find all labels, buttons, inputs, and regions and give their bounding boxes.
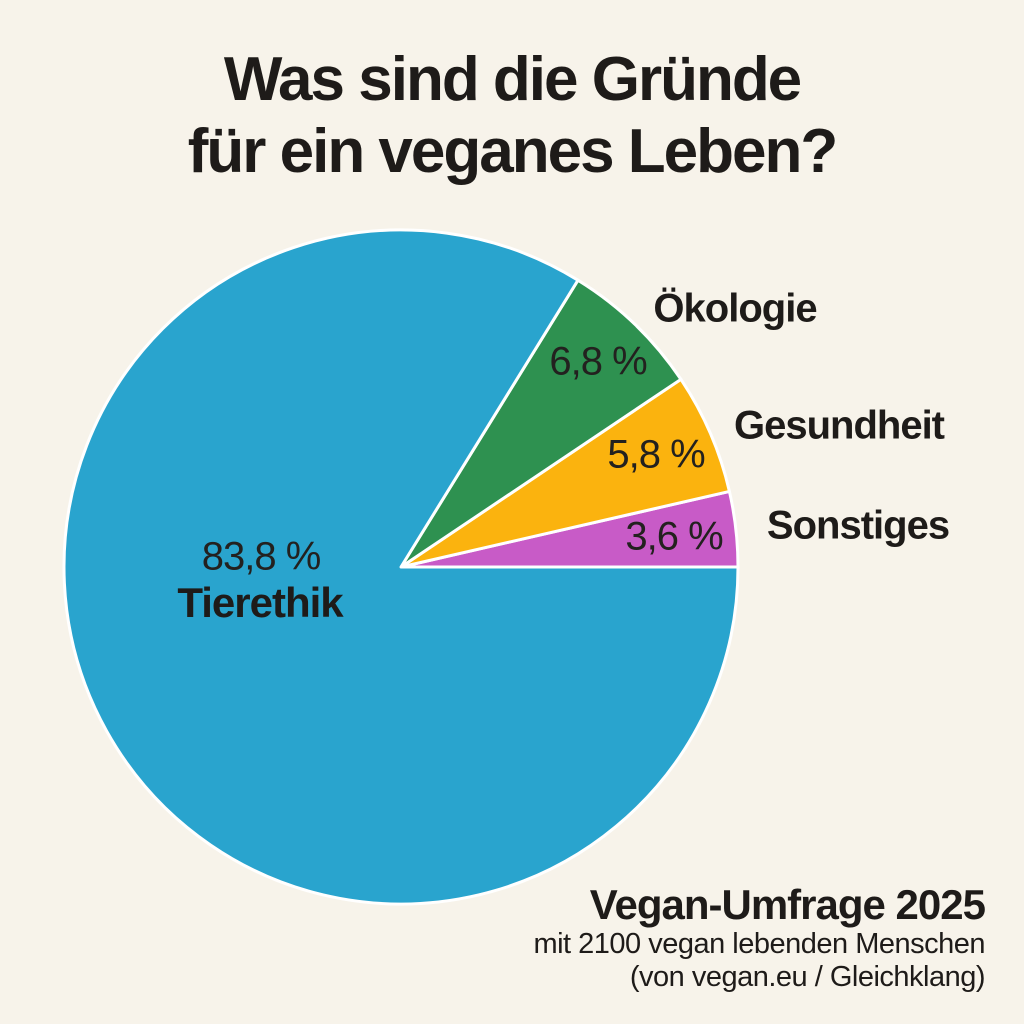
source-line-2: mit 2100 vegan lebenden Menschen — [533, 928, 985, 960]
chart-title-line-2: für ein veganes Leben? — [187, 117, 839, 186]
pie-slice-oekologie — [399, 278, 683, 569]
source-line-3: (von vegan.eu / Gleichklang) — [629, 961, 986, 993]
pie-label-gesundheit: Gesundheit — [733, 403, 945, 448]
pie-label-sonstiges: Sonstiges — [766, 503, 950, 548]
chart-title: Was sind die Gründe für ein veganes Lebe… — [0, 44, 1024, 188]
source-block: Vegan-Umfrage 2025 mit 2100 vegan lebend… — [533, 881, 986, 994]
pie-slice-gesundheit — [399, 377, 731, 569]
pie-value-sonstiges: 3,6 % — [625, 514, 723, 559]
source-title: Vegan-Umfrage 2025 — [589, 881, 986, 928]
pie-label-oekologie: Ökologie — [653, 286, 817, 331]
pie-value-gesundheit: 5,8 % — [607, 432, 705, 477]
pie-slice-tierethik — [62, 228, 740, 906]
chart-title-line-1: Was sind die Gründe — [223, 45, 802, 114]
pie-label-tierethik: Tierethik — [177, 579, 343, 626]
pie-value-tierethik: 83,8 % — [201, 534, 322, 579]
pie-value-oekologie: 6,8 % — [549, 339, 647, 384]
